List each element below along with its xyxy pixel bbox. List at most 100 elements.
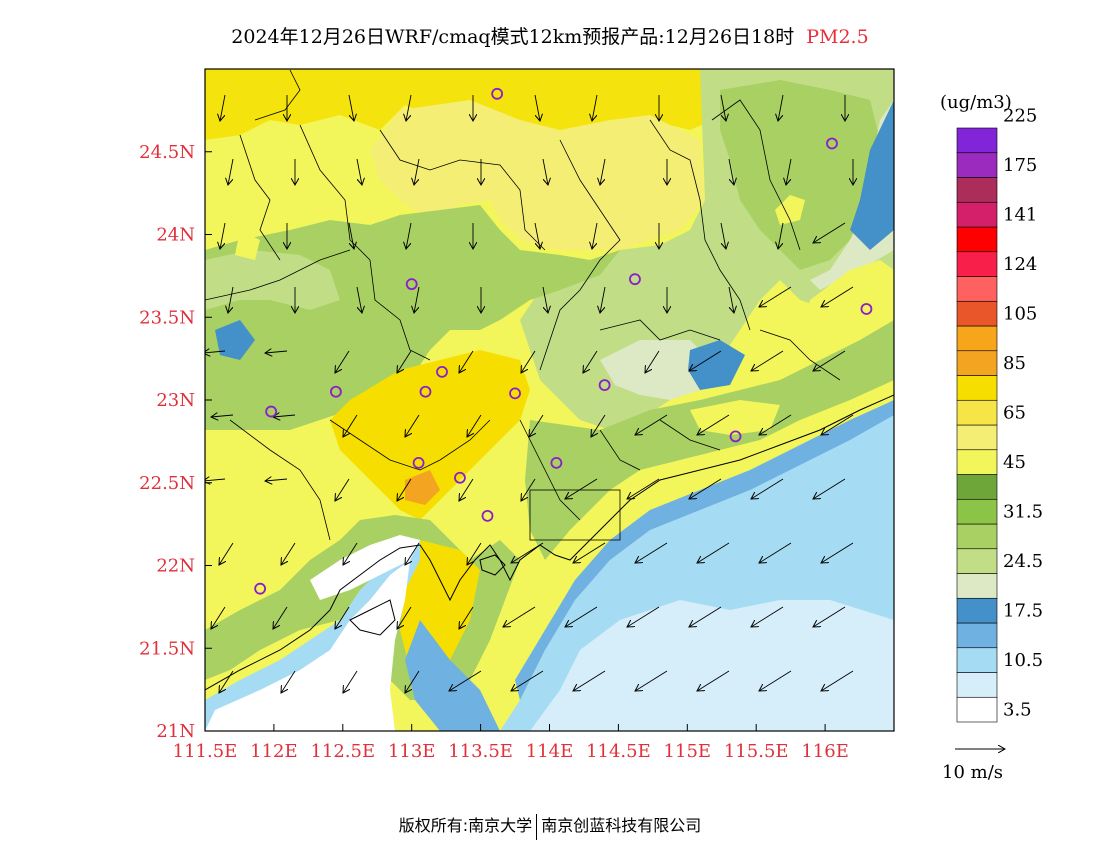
wind-arrow — [821, 286, 854, 307]
prd-orange-spot — [405, 470, 440, 505]
wind-arrow — [467, 542, 482, 565]
legend-swatch — [956, 350, 998, 376]
wind-arrow — [565, 606, 598, 627]
boundary-line — [239, 134, 281, 261]
wind-arrow — [565, 478, 598, 499]
wind-arrow — [335, 350, 350, 373]
wind-arrow — [220, 222, 226, 249]
x-tick-label: 111.5E — [173, 741, 238, 762]
wind-arrow — [635, 414, 668, 435]
hk-box — [529, 489, 621, 541]
wind-arrow — [728, 286, 734, 313]
station-marker — [481, 509, 494, 522]
station-marker — [550, 456, 563, 469]
station-marker — [491, 87, 504, 100]
wind-arrow — [467, 414, 482, 437]
wind-arrow — [343, 670, 358, 693]
legend-unit: (ug/m3) — [940, 92, 1012, 113]
x-tick-label: 113E — [388, 741, 436, 762]
wind-arrow — [211, 415, 234, 417]
legend-swatch — [956, 573, 998, 599]
wind-arrow — [813, 606, 846, 627]
wind-arrow — [720, 94, 726, 121]
legend-swatch — [956, 251, 998, 277]
color-legend — [956, 127, 998, 723]
wind-arrow — [521, 350, 536, 373]
legend-swatch — [956, 177, 998, 203]
wind-arrow — [592, 222, 598, 249]
y-tick-label: 24N — [156, 225, 195, 246]
legend-swatch — [956, 399, 998, 426]
x-tick-label: 115.5E — [724, 741, 789, 762]
wind-arrow — [405, 670, 420, 693]
north-light-yellow — [370, 100, 705, 250]
island — [349, 599, 396, 636]
legend-swatch — [956, 474, 998, 500]
legend-swatch — [956, 152, 998, 178]
legend-swatch — [956, 424, 998, 451]
wind-arrow — [600, 286, 606, 313]
y-axis-ticks: 21N 21.5N 22N 22.5N 23N 23.5N 24N 24.5N — [139, 142, 212, 742]
wind-arrow — [759, 414, 792, 435]
prd-yellow — [330, 350, 530, 520]
wind-arrow — [343, 542, 358, 565]
monitoring-stations — [254, 87, 873, 595]
wind-arrow — [356, 158, 362, 185]
boundary-line — [229, 419, 331, 541]
coastline — [205, 394, 894, 691]
legend-swatch — [956, 498, 998, 525]
wind-arrow — [414, 158, 420, 185]
wind-arrow — [205, 351, 226, 353]
wind-arrow — [697, 542, 730, 563]
x-tick-label: 116E — [801, 741, 849, 762]
wind-arrow — [591, 414, 606, 437]
x-tick-label: 115E — [664, 741, 712, 762]
legend-value: 141 — [1003, 205, 1037, 226]
wind-arrow — [281, 670, 296, 693]
wind-arrow — [414, 286, 420, 313]
boundary-line — [329, 419, 491, 471]
y-tick-label: 21N — [156, 721, 195, 742]
station-marker — [729, 430, 742, 443]
wind-arrow — [600, 158, 606, 185]
wind-arrow — [529, 414, 544, 437]
ne-coast-blue — [850, 100, 894, 250]
wind-arrow — [534, 94, 540, 121]
wind-arrow — [265, 351, 288, 353]
wind-scale-label: 10 m/s — [942, 762, 1003, 783]
y-tick-label: 23.5N — [139, 307, 195, 328]
station-marker — [629, 273, 641, 286]
wind-arrow — [627, 606, 660, 627]
y-tick-label: 22N — [156, 556, 195, 577]
legend-swatch — [956, 300, 998, 327]
mid-sea-blue — [405, 620, 500, 731]
sw-sea-white — [205, 560, 410, 731]
y-tick-label: 21.5N — [139, 638, 195, 659]
legend-labels: 3.5 10.5 17.5 24.5 31.5 45 65 85 105 124 141 175 225 — [1003, 106, 1043, 721]
legend-swatch — [956, 325, 998, 352]
legend-swatch — [956, 672, 998, 698]
legend-value: 225 — [1003, 106, 1037, 127]
boundary-line — [379, 129, 546, 251]
wind-arrow — [813, 350, 846, 371]
y-tick-label: 23N — [156, 390, 195, 411]
copyright-footer: 版权所有:南京大学 南京创蓝科技有限公司 — [0, 812, 1100, 840]
wind-arrow — [821, 542, 854, 563]
x-tick-label: 112E — [250, 741, 298, 762]
wind-arrow — [511, 542, 544, 563]
footer-company: 南京创蓝科技有限公司 — [541, 816, 702, 835]
wind-arrow — [751, 478, 784, 499]
legend-value: 85 — [1003, 353, 1026, 374]
footer-owner: 版权所有:南京大学 — [398, 816, 533, 835]
wind-arrow — [220, 94, 226, 121]
wind-arrow — [759, 670, 792, 691]
station-marker — [860, 303, 873, 315]
wind-arrow — [627, 478, 660, 499]
wind-arrow — [219, 670, 234, 693]
y-tick-label: 24.5N — [139, 142, 195, 163]
small-yellow-patch-ne — [775, 195, 805, 225]
station-marker — [265, 405, 278, 418]
wind-arrow — [397, 478, 412, 501]
boundary-line — [599, 429, 641, 471]
